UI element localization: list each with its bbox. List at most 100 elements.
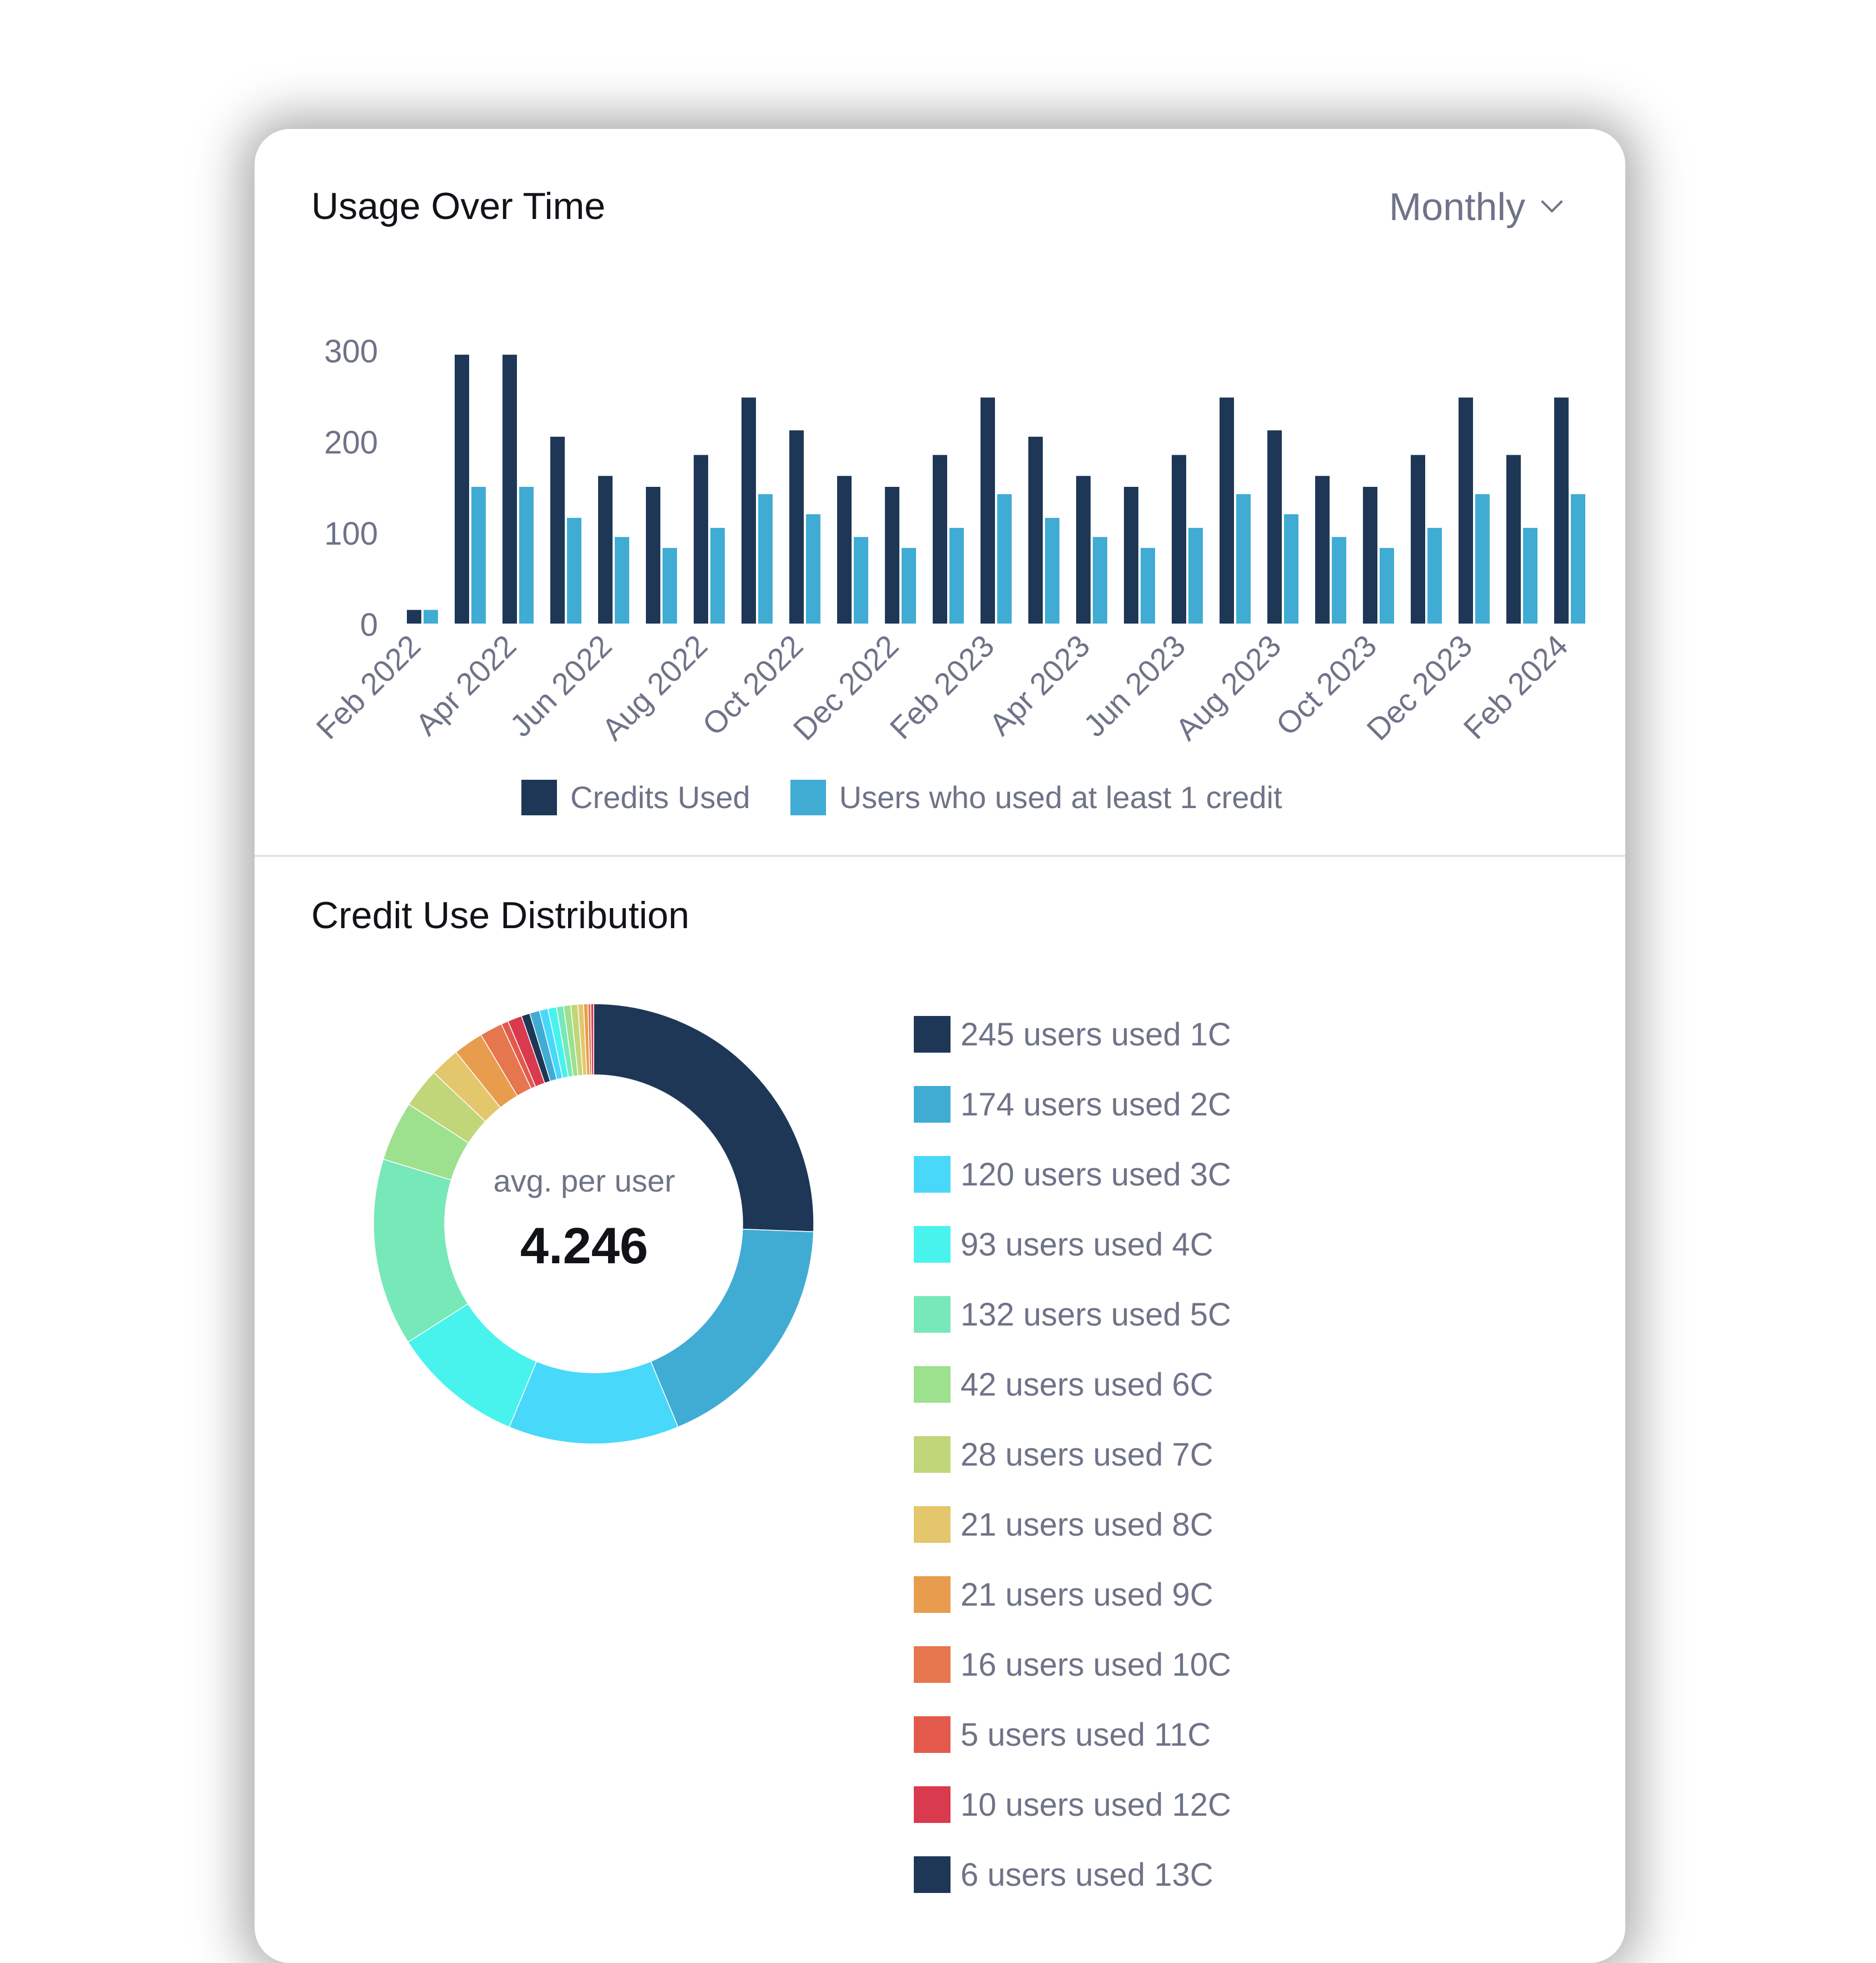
dashboard-card: Usage Over Time Monthly 0 100 200 300 Feb 20… xyxy=(255,129,1625,1963)
legend-swatch xyxy=(914,1226,951,1263)
distribution-legend-item[interactable]: 21 users used 9C xyxy=(914,1560,1231,1630)
bar-credits-used[interactable] xyxy=(1028,436,1043,624)
distribution-donut-chart xyxy=(373,1003,814,1444)
distribution-legend-label: 5 users used 11C xyxy=(961,1716,1211,1753)
bar-users[interactable] xyxy=(854,537,868,624)
distribution-legend-item[interactable]: 21 users used 8C xyxy=(914,1489,1231,1560)
bar-credits-used[interactable] xyxy=(455,355,469,624)
legend-swatch xyxy=(914,1296,951,1333)
bar-users[interactable] xyxy=(567,517,581,624)
bar-credits-used[interactable] xyxy=(1172,455,1186,624)
bar-credits-used[interactable] xyxy=(598,476,613,624)
distribution-legend-item[interactable]: 5 users used 11C xyxy=(914,1700,1231,1770)
x-tick-label: Feb 2023 xyxy=(883,628,1001,746)
bar-users[interactable] xyxy=(1475,494,1490,624)
distribution-legend-item[interactable]: 28 users used 7C xyxy=(914,1419,1231,1489)
bar-credits-used[interactable] xyxy=(1267,430,1282,624)
distribution-legend-label: 132 users used 5C xyxy=(961,1296,1231,1333)
bar-users[interactable] xyxy=(1188,527,1203,624)
x-tick-label: Apr 2022 xyxy=(409,628,523,742)
distribution-legend-item[interactable]: 6 users used 13C xyxy=(914,1840,1231,1910)
distribution-legend-item[interactable]: 16 users used 10C xyxy=(914,1630,1231,1700)
donut-slice[interactable] xyxy=(509,1361,679,1444)
bar-users[interactable] xyxy=(424,610,438,624)
legend-swatch xyxy=(914,1436,951,1473)
bar-users[interactable] xyxy=(471,487,486,624)
distribution-legend-label: 28 users used 7C xyxy=(961,1436,1213,1473)
legend-swatch-users xyxy=(790,779,826,815)
bar-credits-used[interactable] xyxy=(981,397,995,624)
bar-credits-used[interactable] xyxy=(550,436,565,624)
period-label: Monthly xyxy=(1389,185,1525,228)
bar-users[interactable] xyxy=(519,487,534,624)
bar-users[interactable] xyxy=(710,527,725,624)
bar-users[interactable] xyxy=(1523,527,1537,624)
bar-credits-used[interactable] xyxy=(1459,397,1473,624)
bar-credits-used[interactable] xyxy=(694,455,708,624)
distribution-legend-item[interactable]: 132 users used 5C xyxy=(914,1279,1231,1349)
donut-slice[interactable] xyxy=(590,1003,594,1075)
bar-users[interactable] xyxy=(1332,537,1346,624)
bar-users[interactable] xyxy=(1093,537,1107,624)
legend-credits-label: Credits Used xyxy=(570,780,750,815)
bar-credits-used[interactable] xyxy=(1124,487,1138,624)
bar-users[interactable] xyxy=(902,547,916,624)
bar-credits-used[interactable] xyxy=(1315,476,1330,624)
x-tick-label: Feb 2024 xyxy=(1457,628,1575,746)
donut-slice[interactable] xyxy=(650,1228,814,1428)
bar-credits-used[interactable] xyxy=(1076,476,1091,624)
legend-swatch xyxy=(914,1086,951,1123)
distribution-legend-item[interactable]: 245 users used 1C xyxy=(914,999,1231,1069)
distribution-legend-item[interactable]: 42 users used 6C xyxy=(914,1349,1231,1419)
bar-users[interactable] xyxy=(997,494,1012,624)
legend-users[interactable]: Users who used at least 1 credit xyxy=(790,779,1282,815)
distribution-legend: 245 users used 1C 174 users used 2C 120 us… xyxy=(914,999,1231,1910)
bar-credits-used[interactable] xyxy=(646,487,660,624)
distribution-legend-label: 245 users used 1C xyxy=(961,1016,1231,1053)
bar-users[interactable] xyxy=(949,527,964,624)
bar-credits-used[interactable] xyxy=(885,487,899,624)
usage-legend: Credits Used Users who used at least 1 c… xyxy=(521,779,1282,815)
distribution-legend-item[interactable]: 120 users used 3C xyxy=(914,1139,1231,1209)
bar-users[interactable] xyxy=(1141,547,1155,624)
bar-users[interactable] xyxy=(615,537,629,624)
bar-users[interactable] xyxy=(806,514,820,624)
distribution-legend-item[interactable]: 93 users used 4C xyxy=(914,1209,1231,1279)
distribution-legend-item[interactable]: 174 users used 2C xyxy=(914,1069,1231,1139)
bar-users[interactable] xyxy=(758,494,773,624)
x-tick-label: Apr 2023 xyxy=(982,628,1096,742)
legend-credits-used[interactable]: Credits Used xyxy=(521,779,750,815)
legend-swatch xyxy=(914,1366,951,1403)
distribution-legend-label: 93 users used 4C xyxy=(961,1226,1213,1263)
bar-credits-used[interactable] xyxy=(407,610,421,624)
bar-credits-used[interactable] xyxy=(1411,455,1425,624)
distribution-legend-item[interactable]: 10 users used 12C xyxy=(914,1770,1231,1840)
period-dropdown[interactable]: Monthly xyxy=(1389,185,1563,229)
bar-credits-used[interactable] xyxy=(933,455,947,624)
y-tick-label: 300 xyxy=(324,333,378,370)
bar-users[interactable] xyxy=(1427,527,1442,624)
bar-users[interactable] xyxy=(1284,514,1298,624)
bar-users[interactable] xyxy=(1236,494,1251,624)
bar-credits-used[interactable] xyxy=(1220,397,1234,624)
bar-credits-used[interactable] xyxy=(502,355,517,624)
donut-slice[interactable] xyxy=(593,1003,814,1233)
legend-swatch xyxy=(914,1856,951,1893)
bar-credits-used[interactable] xyxy=(1363,487,1377,624)
distribution-legend-label: 10 users used 12C xyxy=(961,1786,1231,1823)
bar-credits-used[interactable] xyxy=(1506,455,1521,624)
legend-swatch xyxy=(914,1156,951,1193)
bar-users[interactable] xyxy=(663,547,677,624)
bar-users[interactable] xyxy=(1045,517,1059,624)
y-tick-label: 100 xyxy=(324,516,378,552)
bar-credits-used[interactable] xyxy=(789,430,804,624)
bar-users[interactable] xyxy=(1571,494,1585,624)
bar-credits-used[interactable] xyxy=(742,397,756,624)
x-tick-label: Dec 2023 xyxy=(1360,628,1479,747)
bar-users[interactable] xyxy=(1380,547,1394,624)
bar-credits-used[interactable] xyxy=(1554,397,1569,624)
bar-credits-used[interactable] xyxy=(837,476,852,624)
x-tick-label: Dec 2022 xyxy=(786,628,905,747)
distribution-legend-label: 6 users used 13C xyxy=(961,1856,1213,1893)
